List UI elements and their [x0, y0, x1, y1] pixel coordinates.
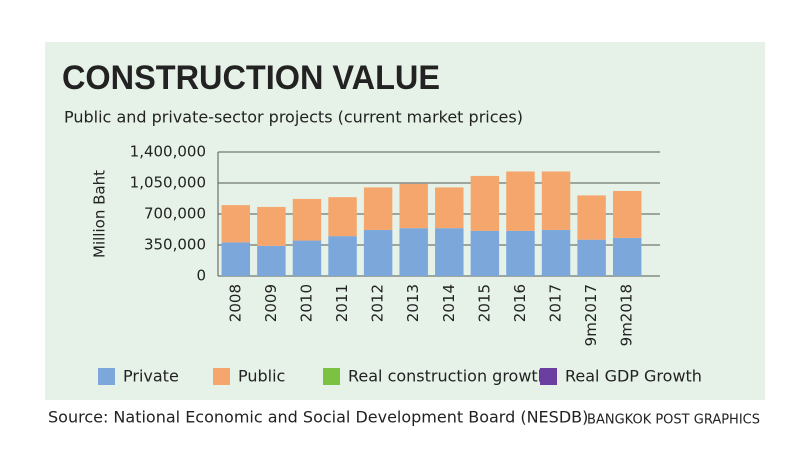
x-tick-label: 2015 [475, 284, 493, 322]
bar-segment [221, 242, 251, 276]
y-axis-label: Million Baht [91, 170, 109, 258]
legend-swatch [540, 368, 557, 385]
bar-segment [470, 175, 500, 231]
y-tick-label: 1,400,000 [130, 143, 206, 161]
legend-swatch [213, 368, 230, 385]
legend-swatch [323, 368, 340, 385]
x-tick-label: 2010 [297, 284, 315, 322]
bar-segment [541, 229, 571, 276]
bar-segment [612, 190, 642, 238]
x-tick-label: 2014 [440, 284, 458, 322]
chart-subtitle: Public and private-sector projects (curr… [64, 108, 523, 127]
bar-segment [541, 171, 571, 230]
x-tick-label: 2009 [262, 284, 280, 322]
legend-label: Real GDP Growth [565, 367, 702, 386]
bar-segment [506, 171, 535, 231]
bar-segment [435, 187, 464, 229]
bar-segment [292, 198, 322, 241]
y-tick-label: 0 [196, 267, 206, 285]
bar-segment [470, 230, 500, 276]
bar-segment [292, 240, 322, 276]
legend-label: Private [123, 367, 179, 386]
bar-segment [399, 228, 428, 276]
y-tick-label: 1,050,000 [130, 174, 206, 192]
legend-swatch [98, 368, 115, 385]
bar-segment [612, 237, 642, 276]
legend-label: Public [238, 367, 285, 386]
bar-segment [363, 187, 393, 230]
x-tick-label: 2011 [333, 284, 351, 322]
x-tick-label: 9m2018 [618, 284, 636, 346]
bar-segment [577, 195, 606, 240]
bar-segment [506, 230, 535, 276]
x-tick-label: 2008 [226, 284, 244, 322]
bar-segment [328, 236, 357, 276]
bar-segment [221, 205, 251, 243]
legend-label: Real construction growth [348, 367, 548, 386]
x-tick-label: 2016 [511, 284, 529, 322]
x-tick-label: 2012 [369, 284, 387, 322]
source: Source: National Economic and Social Dev… [48, 408, 588, 427]
bar-segment [363, 229, 393, 276]
y-tick-label: 350,000 [144, 236, 206, 254]
credit: BANGKOK POST GRAPHICS [587, 413, 760, 428]
bar-segment [328, 197, 357, 237]
bar-segment [577, 239, 606, 276]
y-tick-label: 700,000 [144, 205, 206, 223]
bar-segment [257, 245, 286, 276]
x-tick-label: 2017 [547, 284, 565, 322]
bar-segment [399, 183, 428, 229]
x-tick-label: 2013 [404, 284, 422, 322]
x-tick-label: 9m2017 [582, 284, 600, 346]
bar-segment [257, 206, 286, 246]
chart-title: CONSTRUCTION VALUE [62, 59, 440, 97]
bar-segment [435, 228, 464, 276]
